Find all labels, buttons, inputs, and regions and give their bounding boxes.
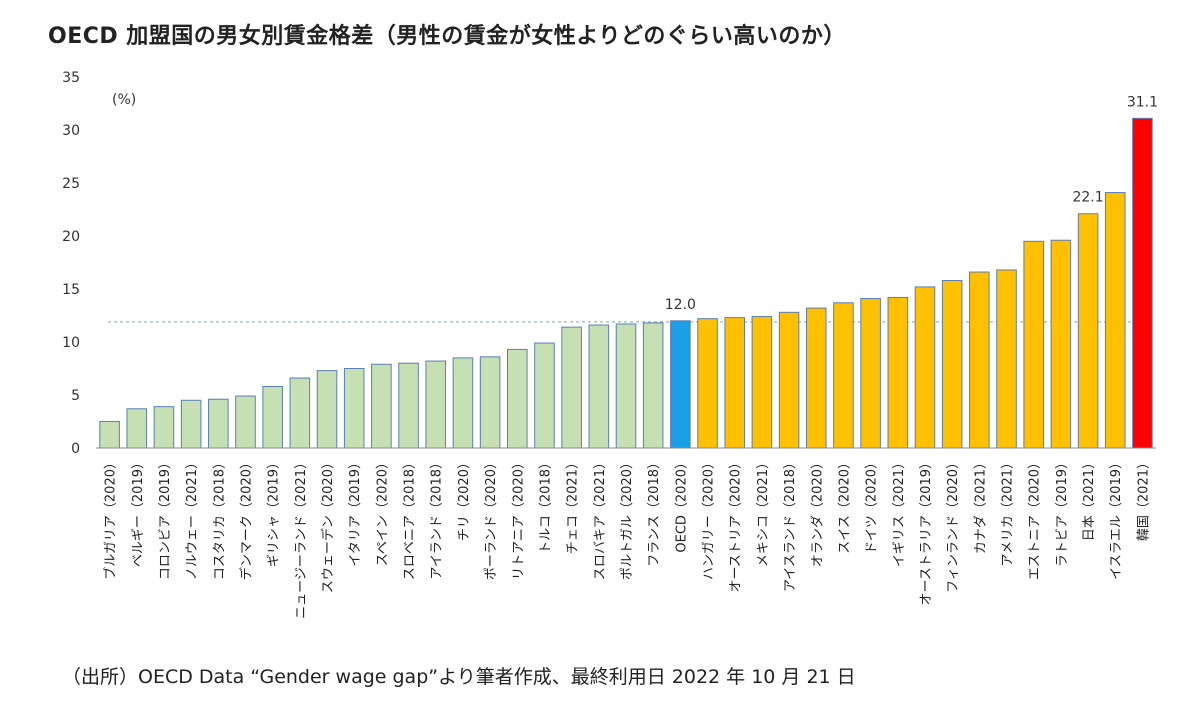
bar: [615, 323, 637, 449]
x-tick-label: アイスランド（2018）: [783, 456, 798, 592]
bar: [289, 377, 311, 449]
bar: [180, 399, 202, 449]
x-tick-label: スイス（2020）: [837, 456, 852, 554]
x-tick-label: フィンランド（2020）: [946, 456, 961, 593]
x-tick-label: アイランド（2018）: [430, 456, 445, 579]
x-tick-label: アメリカ（2021）: [1001, 456, 1016, 566]
bar: [642, 322, 664, 449]
bar: [452, 357, 474, 449]
bar: [724, 317, 745, 449]
source-note: （出所）OECD Data “Gender wage gap”より筆者作成、最終…: [62, 666, 856, 688]
x-tick-label: ポーランド（2020）: [484, 456, 499, 580]
bar: [996, 269, 1017, 449]
bar: [398, 362, 419, 449]
bar: [126, 408, 148, 449]
bar: [805, 307, 827, 449]
y-tick-label: 5: [71, 388, 80, 404]
y-tick-label: 10: [62, 335, 80, 351]
bar: [316, 370, 338, 449]
x-tick-label: 韓国（2021）: [1136, 456, 1151, 541]
bar: [153, 406, 175, 449]
data-label: 12.0: [665, 297, 696, 313]
bar: [887, 296, 909, 449]
y-tick-label: 15: [62, 282, 80, 298]
x-tick-label: チェコ（2021）: [566, 456, 581, 554]
x-tick-label: スロベニア（2018）: [403, 456, 418, 580]
x-tick-label: ブルガリア（2020）: [103, 456, 119, 580]
x-tick-label: エストニア（2020）: [1028, 456, 1043, 580]
x-tick-label: 日本（2021）: [1082, 456, 1097, 541]
x-tick-label: ニュージーランド（2021）: [294, 456, 309, 619]
x-tick-label: トルコ（2018）: [538, 456, 553, 554]
bar: [235, 395, 256, 449]
x-tick-label: ハンガリー（2020）: [702, 456, 717, 580]
x-axis-tick-labels: ブルガリア（2020） ベルギー（2019） コロンビア（2019） ノルウェー（20…: [103, 456, 1152, 619]
bar: [860, 298, 881, 449]
bar: [697, 318, 718, 449]
bar: [969, 271, 990, 449]
y-tick-label: 0: [71, 441, 80, 457]
data-label: 31.1: [1127, 94, 1158, 110]
bar: [561, 326, 582, 449]
x-tick-label: チリ（2020）: [457, 456, 472, 541]
x-tick-label: スペイン（2020）: [375, 456, 390, 566]
bar: [99, 421, 120, 449]
x-tick-label: ラトビア（2019）: [1055, 456, 1070, 567]
bar: [534, 342, 555, 449]
x-tick-label: OECD（2020）: [674, 456, 689, 553]
x-tick-label: リトアニア（2020）: [511, 456, 526, 580]
bar: [343, 368, 365, 449]
bar: [262, 386, 283, 449]
bar: [371, 363, 392, 449]
bar: [833, 302, 854, 449]
bar: [778, 311, 800, 449]
bar: [1132, 117, 1153, 449]
y-tick-label: 20: [62, 229, 80, 245]
x-tick-label: カナダ（2021）: [973, 456, 988, 554]
chart-title: OECD 加盟国の男女別賃金格差（男性の賃金が女性よりどのぐらい高いのか）: [48, 24, 846, 49]
x-tick-label: デンマーク（2020）: [238, 456, 254, 580]
y-tick-label: 35: [62, 70, 80, 86]
x-tick-label: オーストラリア（2019）: [919, 456, 934, 605]
data-labels: 12.0 22.1 31.1: [665, 94, 1158, 312]
x-tick-label: イスラエル（2019）: [1109, 456, 1124, 580]
x-tick-label: コスタリカ（2018）: [212, 456, 227, 580]
x-tick-label: ポルトガル（2020）: [620, 456, 635, 580]
bar: [1104, 192, 1126, 449]
bar: [425, 360, 447, 449]
x-tick-label: ドイツ（2020）: [865, 456, 880, 554]
bar: [914, 286, 936, 449]
y-tick-label: 30: [62, 123, 80, 139]
bar: [941, 280, 963, 449]
x-tick-label: メキシコ（2021）: [756, 456, 771, 567]
x-tick-label: ノルウェー（2021）: [185, 456, 200, 580]
x-tick-label: ベルギー（2019）: [131, 456, 146, 567]
bar: [751, 316, 773, 449]
data-label: 22.1: [1072, 190, 1103, 206]
y-unit-label: (%): [112, 92, 136, 108]
bar: [507, 348, 528, 449]
x-tick-label: オーストリア（2020）: [729, 456, 744, 592]
x-tick-label: コロンビア（2019）: [158, 456, 173, 580]
x-tick-label: スウェーデン（2020）: [320, 456, 336, 593]
x-tick-label: スロバキア（2021）: [593, 456, 608, 580]
x-tick-label: イギリス（2021）: [892, 456, 907, 567]
y-tick-label: 25: [62, 176, 80, 192]
bar: [1023, 240, 1044, 449]
x-tick-label: イタリア（2019）: [348, 456, 363, 567]
bar: [1050, 239, 1072, 449]
bars: [99, 117, 1153, 449]
bar: [208, 398, 229, 449]
bar: [588, 324, 610, 449]
x-tick-label: オランダ（2020）: [810, 456, 825, 567]
x-tick-label: フランス（2018）: [647, 456, 662, 567]
bar: [670, 320, 691, 449]
bar: [1077, 213, 1099, 449]
y-axis: 0 5 10 15 20 25 30 35: [62, 70, 80, 457]
bar: [479, 356, 501, 449]
x-tick-label: ギリシャ（2019）: [267, 456, 282, 567]
